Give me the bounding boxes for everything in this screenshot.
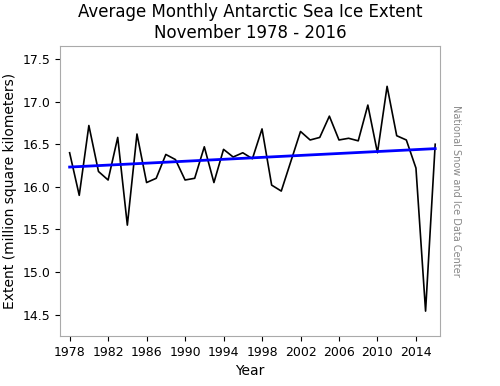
X-axis label: Year: Year — [236, 364, 264, 378]
Title: Average Monthly Antarctic Sea Ice Extent
November 1978 - 2016: Average Monthly Antarctic Sea Ice Extent… — [78, 3, 422, 42]
Text: National Snow and Ice Data Center: National Snow and Ice Data Center — [452, 105, 462, 277]
Y-axis label: Extent (million square kilometers): Extent (million square kilometers) — [3, 73, 17, 309]
